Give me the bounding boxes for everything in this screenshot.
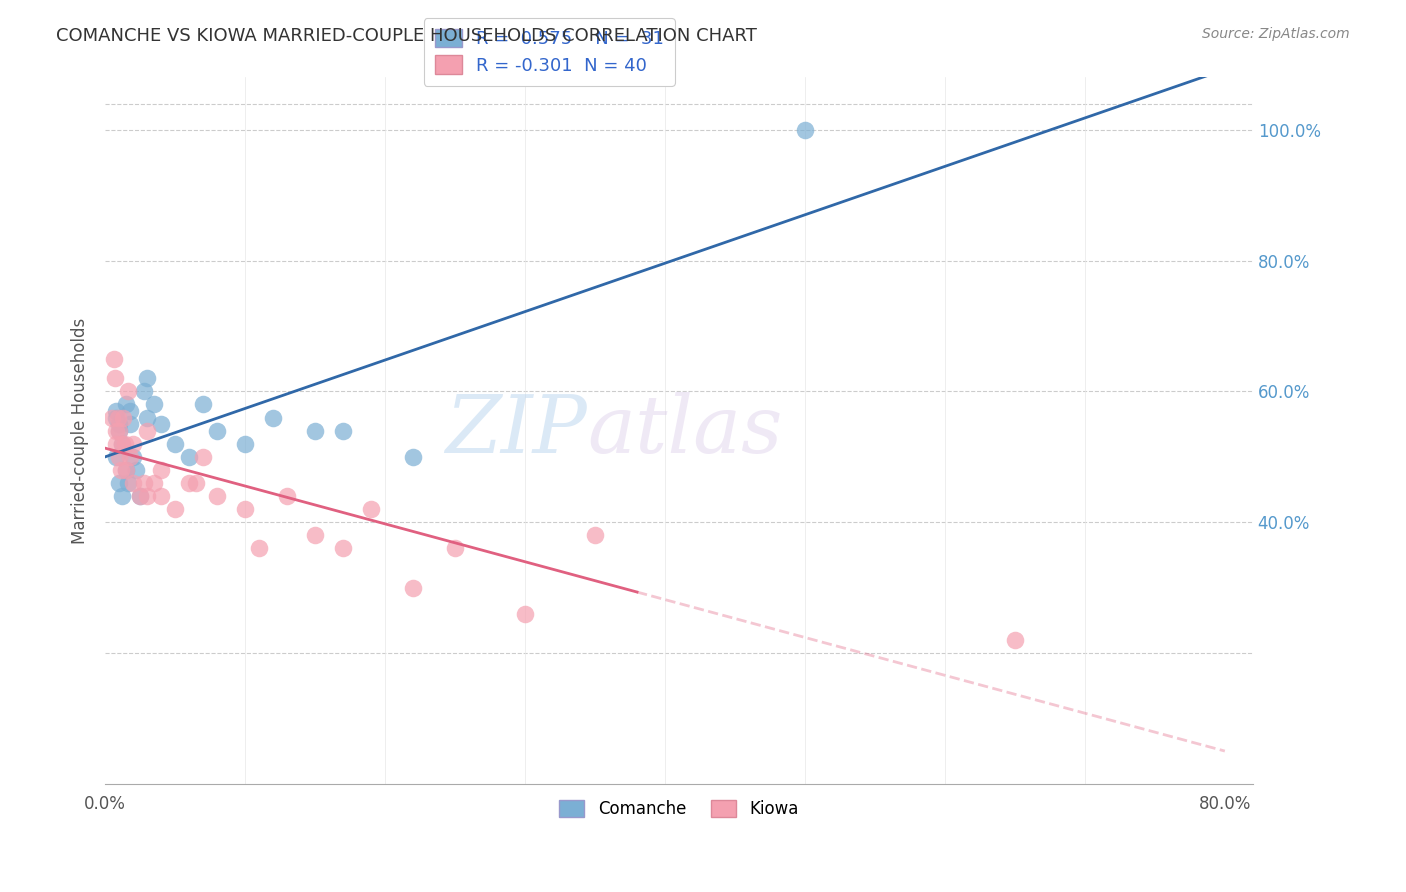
Point <box>122 436 145 450</box>
Point <box>107 410 129 425</box>
Text: COMANCHE VS KIOWA MARRIED-COUPLE HOUSEHOLDS CORRELATION CHART: COMANCHE VS KIOWA MARRIED-COUPLE HOUSEHO… <box>56 27 756 45</box>
Point <box>150 417 173 431</box>
Point <box>136 424 159 438</box>
Point <box>276 489 298 503</box>
Point <box>115 397 138 411</box>
Point <box>105 424 128 438</box>
Point <box>111 436 134 450</box>
Point <box>120 417 142 431</box>
Point <box>117 384 139 399</box>
Point <box>122 450 145 464</box>
Point <box>108 424 131 438</box>
Point <box>136 371 159 385</box>
Point <box>112 410 135 425</box>
Point <box>143 397 166 411</box>
Point <box>108 450 131 464</box>
Point <box>122 475 145 490</box>
Point <box>108 475 131 490</box>
Point <box>179 450 201 464</box>
Point <box>304 424 326 438</box>
Point <box>583 528 606 542</box>
Point <box>103 351 125 366</box>
Point <box>332 424 354 438</box>
Point <box>205 424 228 438</box>
Point <box>179 475 201 490</box>
Point <box>143 475 166 490</box>
Point <box>402 581 425 595</box>
Point <box>110 463 132 477</box>
Point <box>108 424 131 438</box>
Point <box>134 384 156 399</box>
Point <box>111 489 134 503</box>
Point <box>193 397 215 411</box>
Point <box>115 463 138 477</box>
Point <box>105 436 128 450</box>
Point <box>262 410 284 425</box>
Point <box>247 541 270 556</box>
Point <box>134 475 156 490</box>
Point <box>165 436 187 450</box>
Point <box>136 410 159 425</box>
Point <box>117 475 139 490</box>
Point <box>513 607 536 621</box>
Point <box>360 502 382 516</box>
Text: Source: ZipAtlas.com: Source: ZipAtlas.com <box>1202 27 1350 41</box>
Point <box>402 450 425 464</box>
Point <box>108 417 131 431</box>
Point <box>233 502 256 516</box>
Point <box>794 122 817 136</box>
Point <box>129 489 152 503</box>
Point <box>101 410 124 425</box>
Point <box>104 371 127 385</box>
Point <box>150 489 173 503</box>
Point <box>120 404 142 418</box>
Point <box>105 404 128 418</box>
Point <box>233 436 256 450</box>
Point <box>120 450 142 464</box>
Text: ZIP: ZIP <box>446 392 588 469</box>
Point <box>105 410 128 425</box>
Point <box>115 463 138 477</box>
Point <box>105 450 128 464</box>
Point <box>1004 632 1026 647</box>
Legend: Comanche, Kiowa: Comanche, Kiowa <box>553 793 806 825</box>
Point <box>150 463 173 477</box>
Point <box>332 541 354 556</box>
Point <box>165 502 187 516</box>
Point <box>205 489 228 503</box>
Point <box>125 463 148 477</box>
Point <box>136 489 159 503</box>
Point <box>129 489 152 503</box>
Point <box>444 541 467 556</box>
Point <box>186 475 208 490</box>
Point <box>304 528 326 542</box>
Point <box>114 436 136 450</box>
Point <box>111 436 134 450</box>
Y-axis label: Married-couple Households: Married-couple Households <box>72 318 89 544</box>
Text: atlas: atlas <box>588 392 783 469</box>
Point <box>193 450 215 464</box>
